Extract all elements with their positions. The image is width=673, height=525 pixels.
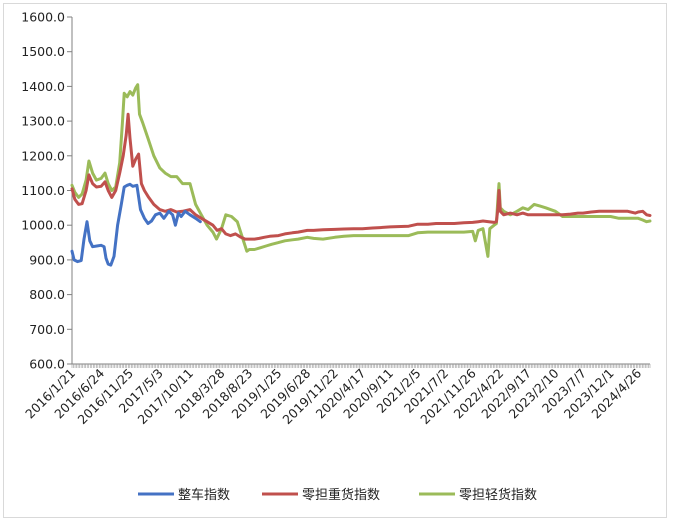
y-tick-label: 1000.0 xyxy=(21,218,65,233)
series-line-1 xyxy=(70,112,652,241)
y-axis: 1600.0 1500.0 1400.0 1300.0 1200.0 1100.0 1000… xyxy=(21,10,73,372)
legend-label-1: 零担重货指数 xyxy=(302,487,380,503)
y-tick-label: 700.0 xyxy=(29,322,65,337)
legend: 整车指数 零担重货指数 零担轻货指数 xyxy=(138,487,537,503)
legend-label-2: 零担轻货指数 xyxy=(459,487,537,503)
y-tick-label: 1200.0 xyxy=(21,148,65,163)
y-tick-label: 600.0 xyxy=(29,357,65,372)
y-tick-label: 1300.0 xyxy=(21,114,65,129)
y-tick-label: 900.0 xyxy=(29,252,65,267)
y-tick-label: 1500.0 xyxy=(21,44,65,59)
x-axis: 2016/1/212016/6/242016/11/252017/5/32017… xyxy=(22,363,651,427)
plot-area xyxy=(70,83,652,267)
y-tick-label: 1400.0 xyxy=(21,79,65,94)
series-line-2 xyxy=(70,83,652,258)
y-tick-label: 1100.0 xyxy=(21,183,65,198)
series-line-0 xyxy=(70,182,202,267)
y-tick-label: 1600.0 xyxy=(21,10,65,25)
y-tick-label: 800.0 xyxy=(29,287,65,302)
legend-label-0: 整车指数 xyxy=(178,487,230,503)
